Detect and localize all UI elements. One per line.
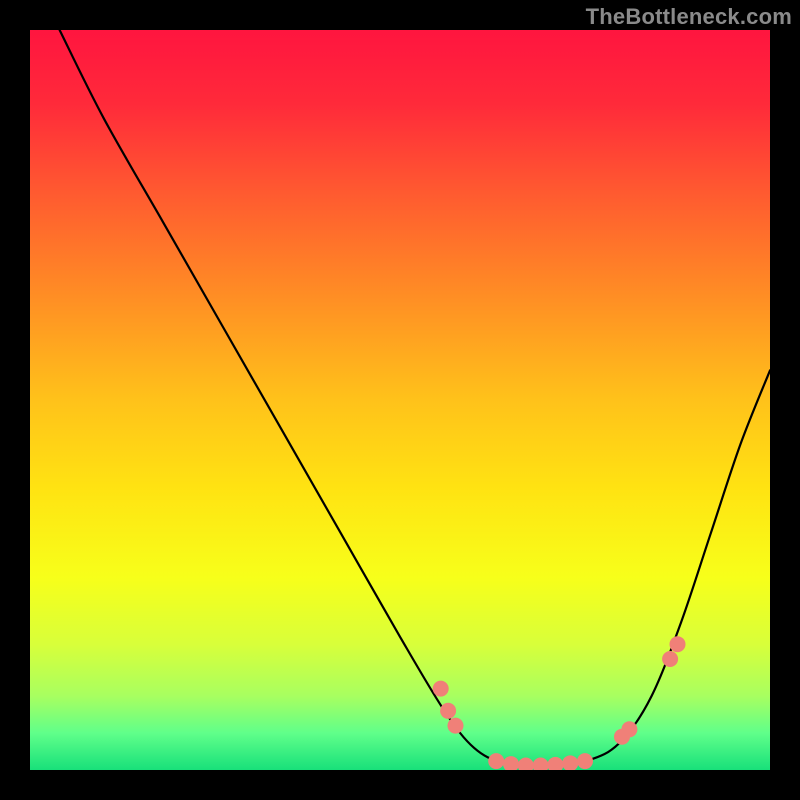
- curve-marker: [433, 681, 449, 697]
- curve-marker: [577, 753, 593, 769]
- curve-marker: [440, 703, 456, 719]
- curve-marker: [670, 636, 686, 652]
- curve-marker: [488, 753, 504, 769]
- watermark-text: TheBottleneck.com: [586, 4, 792, 30]
- bottleneck-curve-plot: [30, 30, 770, 770]
- curve-marker: [662, 651, 678, 667]
- plot-background: [30, 30, 770, 770]
- chart-stage: TheBottleneck.com: [0, 0, 800, 800]
- curve-marker: [448, 718, 464, 734]
- curve-marker: [621, 721, 637, 737]
